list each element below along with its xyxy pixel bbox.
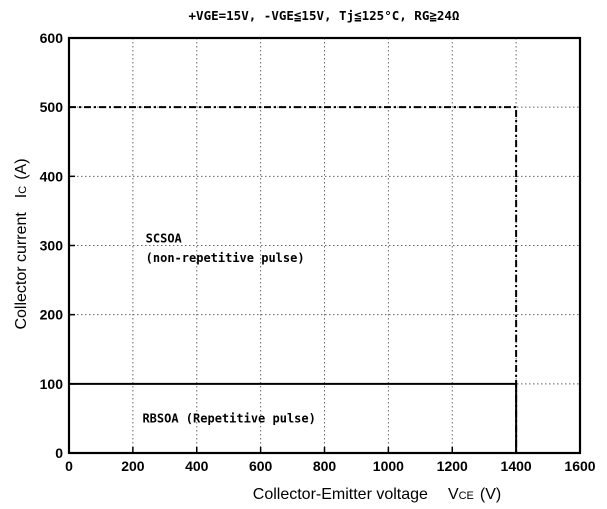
series-line-scsoa <box>69 106 518 453</box>
region-annotation: SCSOA <box>146 232 183 246</box>
y-tick-label: 300 <box>40 238 64 254</box>
y-tick-label: 600 <box>40 30 64 46</box>
chart-title: +VGE=15V, -VGE≦15V, Tj≦125°C, RG≧24Ω <box>189 8 460 23</box>
series-layer <box>69 106 518 453</box>
series-line-rbsoa <box>69 382 518 453</box>
y-axis-label-text: Collector current <box>13 212 30 330</box>
y-axis-symbol: I <box>13 194 30 198</box>
region-annotation: RBSOA (Repetitive pulse) <box>142 411 315 425</box>
x-tick-label: 0 <box>65 458 73 474</box>
y-tick-label: 500 <box>40 99 64 115</box>
x-tick-label: 400 <box>185 458 209 474</box>
y-axis-symbol-sub: C <box>17 186 29 194</box>
y-tick-label: 0 <box>55 445 63 461</box>
x-tick-label: 1000 <box>373 458 404 474</box>
x-axis-symbol-sub: CE <box>459 490 474 502</box>
x-tick-label: 1200 <box>437 458 468 474</box>
x-tick-label: 800 <box>313 458 337 474</box>
region-annotation: (non-repetitive pulse) <box>146 251 305 265</box>
ticks: 0 200 400 600 800 1000 1200 1400 1600 0 100 200 300 4… <box>40 30 596 474</box>
x-tick-label: 1600 <box>564 458 595 474</box>
y-tick-label: 100 <box>40 376 64 392</box>
x-tick-label: 600 <box>249 458 273 474</box>
y-tick-label: 400 <box>40 168 64 184</box>
y-axis-label: Collector current IC (A) <box>13 158 30 329</box>
x-axis-unit: (V) <box>480 486 501 503</box>
x-axis-label: Collector-Emitter voltage VCE (V) <box>253 486 501 503</box>
y-axis-unit: (A) <box>13 158 30 179</box>
y-tick-label: 200 <box>40 307 64 323</box>
x-tick-label: 1400 <box>501 458 532 474</box>
annotations: SCSOA (non-repetitive pulse) RBSOA (Repeti… <box>142 232 315 426</box>
x-tick-label: 200 <box>121 458 145 474</box>
x-axis-label-text: Collector-Emitter voltage <box>253 486 428 503</box>
x-axis-symbol: V <box>448 486 459 503</box>
